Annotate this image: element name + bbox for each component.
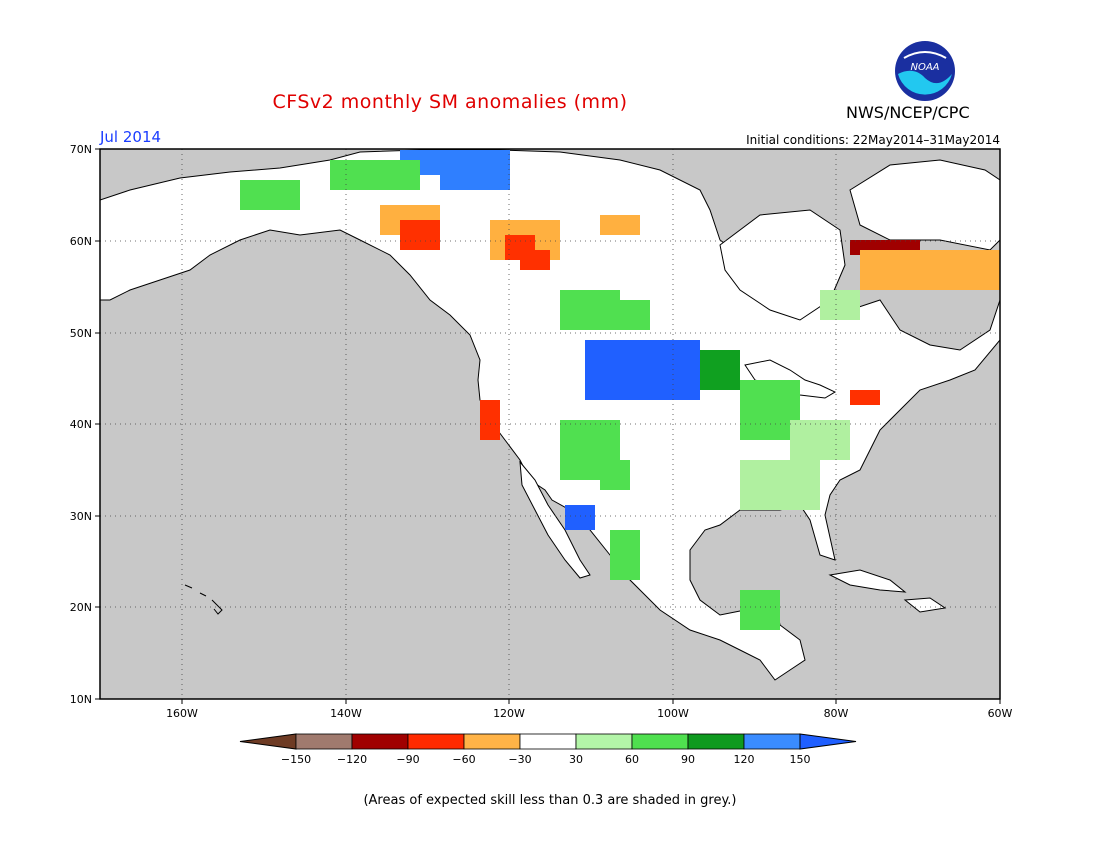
legend-swatch xyxy=(295,733,353,750)
legend-label: −90 xyxy=(396,753,419,766)
lat-label-10n: 10N xyxy=(70,693,92,706)
hawaii-islands xyxy=(184,584,223,615)
legend-swatch xyxy=(743,733,801,750)
legend-swatch xyxy=(351,733,409,750)
baja-peninsula xyxy=(519,460,591,579)
legend-label: 30 xyxy=(569,753,583,766)
legend-arrow-high xyxy=(799,733,857,750)
skill-footnote: (Areas of expected skill less than 0.3 a… xyxy=(363,793,737,808)
color-legend: −150 −120 −90 −60 −30 30 60 90 120 150 xyxy=(239,733,857,766)
legend-arrow-low xyxy=(239,733,297,750)
agency-label: NWS/NCEP/CPC xyxy=(846,103,970,122)
lat-label-70n: 70N xyxy=(70,143,92,156)
lon-label-140w: 140W xyxy=(330,707,362,720)
hispaniola xyxy=(903,597,947,613)
legend-swatch xyxy=(575,733,633,750)
legend-label: 150 xyxy=(790,753,811,766)
legend-label: 90 xyxy=(681,753,695,766)
forecast-month: Jul 2014 xyxy=(100,128,162,146)
initial-conditions: Initial conditions: 22May2014–31May2014 xyxy=(746,133,1000,147)
lon-label-100w: 100W xyxy=(657,707,689,720)
legend-swatch xyxy=(463,733,521,750)
land-layer xyxy=(100,149,1000,699)
cuba xyxy=(828,569,907,593)
lat-label-30n: 30N xyxy=(70,510,92,523)
legend-swatch xyxy=(519,733,577,750)
lat-label-20n: 20N xyxy=(70,601,92,614)
legend-label: −150 xyxy=(281,753,311,766)
legend-label: 120 xyxy=(734,753,755,766)
legend-label: 60 xyxy=(625,753,639,766)
lat-label-40n: 40N xyxy=(70,418,92,431)
lon-label-60w: 60W xyxy=(988,707,1013,720)
noaa-logo-icon: NOAA xyxy=(895,41,955,101)
legend-swatch xyxy=(407,733,465,750)
greenland xyxy=(849,159,1000,251)
graticule xyxy=(100,149,1000,699)
lat-label-50n: 50N xyxy=(70,327,92,340)
legend-swatch xyxy=(631,733,689,750)
lon-label-160w: 160W xyxy=(166,707,198,720)
legend-label: −120 xyxy=(337,753,367,766)
anomaly-patches xyxy=(240,150,1000,630)
axis-ticks xyxy=(95,148,1001,704)
lat-label-60n: 60N xyxy=(70,235,92,248)
page-title: CFSv2 monthly SM anomalies (mm) xyxy=(272,91,628,113)
lon-label-80w: 80W xyxy=(824,707,849,720)
legend-swatch xyxy=(687,733,745,750)
legend-label: −60 xyxy=(452,753,475,766)
lon-label-120w: 120W xyxy=(493,707,525,720)
legend-label: −30 xyxy=(508,753,531,766)
noaa-logo-text: NOAA xyxy=(910,62,939,73)
